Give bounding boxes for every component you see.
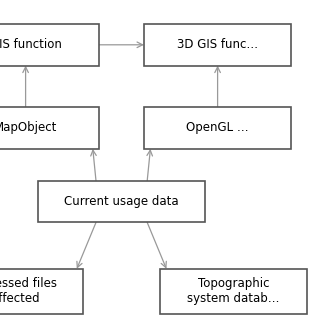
Bar xyxy=(0,269,83,314)
Bar xyxy=(144,24,291,66)
Bar xyxy=(0,107,99,149)
Text: Current usage data: Current usage data xyxy=(64,195,179,208)
Bar xyxy=(160,269,307,314)
Text: OpenGL …: OpenGL … xyxy=(186,122,249,134)
Text: GIS function: GIS function xyxy=(0,38,61,51)
Bar xyxy=(0,24,99,66)
Text: npressed files
affected: npressed files affected xyxy=(0,277,57,305)
Text: Topographic
system datab…: Topographic system datab… xyxy=(187,277,280,305)
Text: MapObject: MapObject xyxy=(0,122,57,134)
Bar xyxy=(38,181,205,222)
Bar xyxy=(144,107,291,149)
Text: 3D GIS func…: 3D GIS func… xyxy=(177,38,258,51)
